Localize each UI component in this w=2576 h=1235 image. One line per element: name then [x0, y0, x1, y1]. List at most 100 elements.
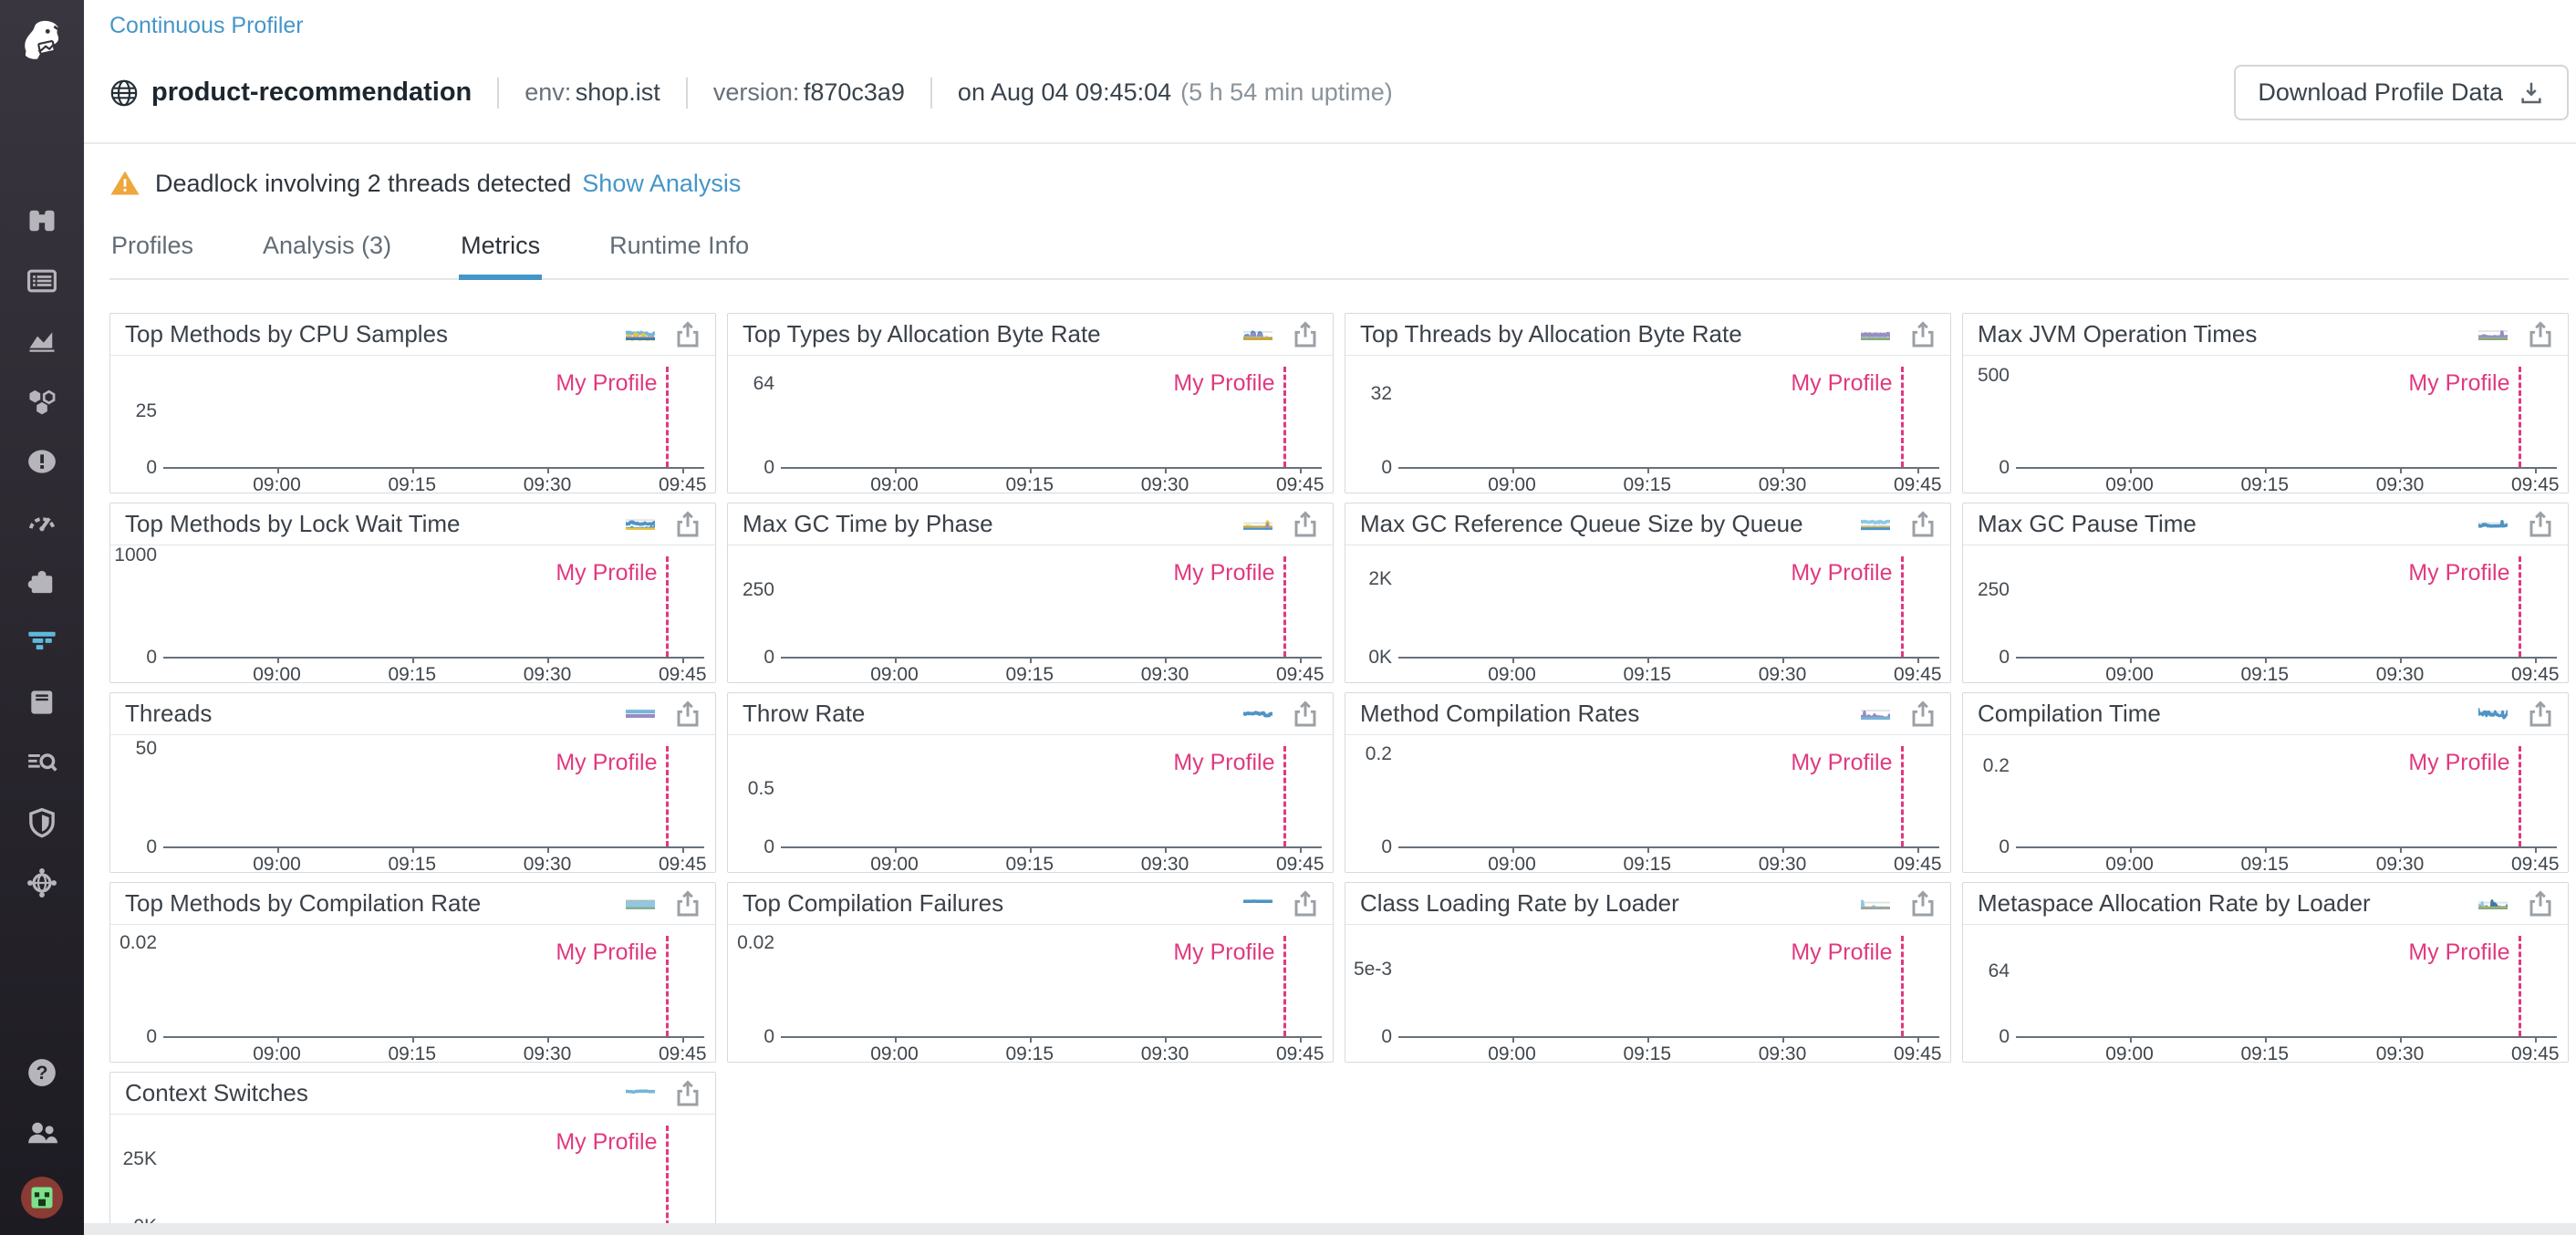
tab-metrics[interactable]: Metrics	[459, 223, 543, 280]
export-chart-button[interactable]	[1908, 700, 1937, 729]
apm-flamegraph-icon[interactable]	[26, 626, 58, 659]
chart-area[interactable]: 2K 0K My Profile 09:00 09:15 09:30 09:45	[1345, 545, 1950, 685]
expand-chart-button[interactable]	[626, 320, 655, 349]
my-profile-marker-line[interactable]	[2519, 936, 2522, 1036]
expand-chart-button[interactable]	[1861, 889, 1890, 918]
download-profile-data-button[interactable]: Download Profile Data	[2234, 65, 2569, 120]
export-chart-button[interactable]	[2526, 320, 2555, 349]
x-tick-mark	[1165, 846, 1168, 853]
export-chart-button[interactable]	[2526, 700, 2555, 729]
chart-area[interactable]: 64 0 My Profile 09:00 09:15 09:30 09:45	[728, 356, 1333, 495]
expand-chart-button[interactable]	[626, 889, 655, 918]
my-profile-marker-line[interactable]	[1283, 936, 1287, 1036]
export-chart-button[interactable]	[2526, 889, 2555, 918]
chart-area[interactable]: 5e-3 0 My Profile 09:00 09:15 09:30 09:45	[1345, 925, 1950, 1064]
monitors-alert-icon[interactable]	[26, 445, 58, 478]
export-chart-button[interactable]	[673, 1079, 702, 1108]
tab-analysis-3[interactable]: Analysis (3)	[261, 223, 393, 280]
watchdog-binoculars-icon[interactable]	[26, 204, 58, 237]
export-chart-button[interactable]	[1908, 889, 1937, 918]
export-chart-button[interactable]	[673, 320, 702, 349]
export-chart-button[interactable]	[1908, 320, 1937, 349]
expand-chart-button[interactable]	[1243, 889, 1272, 918]
my-profile-marker-line[interactable]	[1901, 936, 1905, 1036]
teams-icon[interactable]	[26, 1116, 58, 1149]
expand-chart-button[interactable]	[626, 510, 655, 539]
chart-area[interactable]: 250 0 My Profile 09:00 09:15 09:30 09:45	[1963, 545, 2568, 685]
chart-area[interactable]: 50 0 My Profile 09:00 09:15 09:30 09:45	[110, 735, 715, 875]
horizontal-scrollbar[interactable]	[84, 1223, 2576, 1235]
datadog-logo[interactable]	[16, 15, 68, 67]
tab-profiles[interactable]: Profiles	[109, 223, 195, 280]
infrastructure-hexagons-icon[interactable]	[26, 385, 58, 418]
breadcrumb[interactable]: Continuous Profiler	[109, 13, 304, 38]
y-axis-max-label: 5e-3	[1353, 959, 1392, 981]
expand-chart-button[interactable]	[1861, 510, 1890, 539]
chart-area[interactable]: 64 0 My Profile 09:00 09:15 09:30 09:45	[1963, 925, 2568, 1064]
expand-icon	[2478, 519, 2508, 539]
integrations-puzzle-icon[interactable]	[26, 566, 58, 598]
chart-area[interactable]: 0.02 0 My Profile 09:00 09:15 09:30 09:45	[110, 925, 715, 1064]
show-analysis-link[interactable]: Show Analysis	[582, 169, 742, 197]
export-chart-button[interactable]	[1291, 889, 1320, 918]
expand-icon	[626, 329, 655, 349]
chart-area[interactable]: 0.02 0 My Profile 09:00 09:15 09:30 09:45	[728, 925, 1333, 1064]
export-chart-button[interactable]	[2526, 510, 2555, 539]
export-chart-button[interactable]	[1291, 510, 1320, 539]
chart-area[interactable]: 0.5 0 My Profile 09:00 09:15 09:30 09:45	[728, 735, 1333, 875]
expand-chart-button[interactable]	[1243, 700, 1272, 729]
my-profile-marker-line[interactable]	[1283, 746, 1287, 846]
chart-area[interactable]: 0.2 0 My Profile 09:00 09:15 09:30 09:45	[1963, 735, 2568, 875]
export-chart-button[interactable]	[673, 889, 702, 918]
logs-search-icon[interactable]	[26, 746, 58, 779]
expand-chart-button[interactable]	[2478, 320, 2508, 349]
tab-runtime-info[interactable]: Runtime Info	[608, 223, 751, 280]
export-chart-button[interactable]	[1291, 320, 1320, 349]
my-profile-marker-line[interactable]	[666, 936, 670, 1036]
expand-chart-button[interactable]	[2478, 510, 2508, 539]
expand-chart-button[interactable]	[1861, 700, 1890, 729]
my-profile-marker-line[interactable]	[2519, 367, 2522, 467]
chart-area[interactable]: 0.2 0 My Profile 09:00 09:15 09:30 09:45	[1345, 735, 1950, 875]
my-profile-marker-line[interactable]	[1283, 367, 1287, 467]
user-avatar[interactable]	[21, 1177, 63, 1219]
notebooks-icon[interactable]	[26, 686, 58, 719]
my-profile-marker-line[interactable]	[1901, 367, 1905, 467]
metrics-chart-icon[interactable]	[26, 325, 58, 358]
expand-chart-button[interactable]	[626, 700, 655, 729]
chart-card: Context Switches 25K 0K My Profile 09:00…	[109, 1072, 716, 1235]
expand-chart-button[interactable]	[626, 1079, 655, 1108]
export-chart-button[interactable]	[1908, 510, 1937, 539]
help-icon[interactable]: ?	[26, 1056, 58, 1089]
expand-chart-button[interactable]	[2478, 889, 2508, 918]
chart-area[interactable]: 500 0 My Profile 09:00 09:15 09:30 09:45	[1963, 356, 2568, 495]
export-chart-button[interactable]	[673, 700, 702, 729]
my-profile-marker-line[interactable]	[1283, 556, 1287, 657]
my-profile-marker-line[interactable]	[2519, 746, 2522, 846]
y-axis-zero-label: 0	[146, 836, 157, 857]
dashboards-icon[interactable]	[26, 265, 58, 297]
my-profile-marker-line[interactable]	[2519, 556, 2522, 657]
export-icon	[1912, 510, 1934, 536]
export-chart-button[interactable]	[1291, 700, 1320, 729]
my-profile-marker-line[interactable]	[1901, 556, 1905, 657]
my-profile-marker-line[interactable]	[666, 1126, 670, 1226]
expand-chart-button[interactable]	[1861, 320, 1890, 349]
my-profile-label: My Profile	[556, 370, 658, 396]
chart-area[interactable]: 32 0 My Profile 09:00 09:15 09:30 09:45	[1345, 356, 1950, 495]
chart-area[interactable]: 1000 0 My Profile 09:00 09:15 09:30 09:45	[110, 545, 715, 685]
expand-chart-button[interactable]	[1243, 320, 1272, 349]
slo-gauge-icon[interactable]	[26, 505, 58, 538]
chart-area[interactable]: 25 0 My Profile 09:00 09:15 09:30 09:45	[110, 356, 715, 495]
synthetics-globe-icon[interactable]	[26, 867, 58, 899]
chart-area[interactable]: 250 0 My Profile 09:00 09:15 09:30 09:45	[728, 545, 1333, 685]
my-profile-marker-line[interactable]	[666, 746, 670, 846]
expand-chart-button[interactable]	[1243, 510, 1272, 539]
my-profile-marker-line[interactable]	[666, 556, 670, 657]
expand-chart-button[interactable]	[2478, 700, 2508, 729]
export-chart-button[interactable]	[673, 510, 702, 539]
my-profile-marker-line[interactable]	[1901, 746, 1905, 846]
my-profile-marker-line[interactable]	[666, 367, 670, 467]
security-shield-icon[interactable]	[26, 806, 58, 839]
